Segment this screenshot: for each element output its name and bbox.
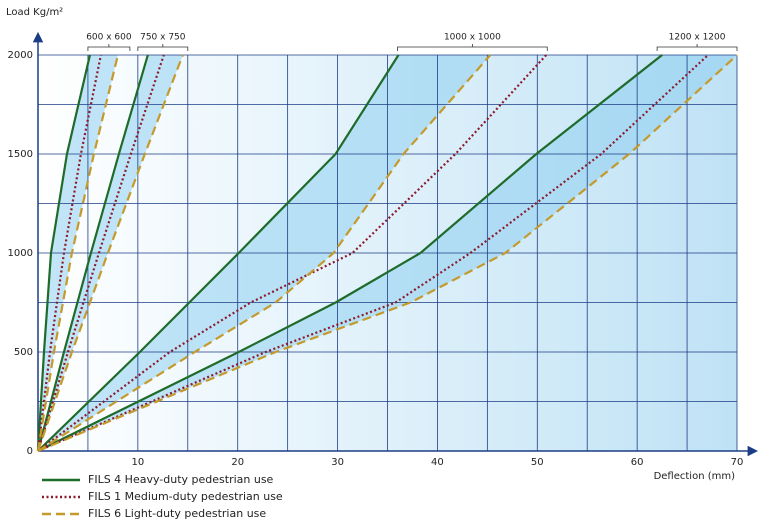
x-tick-label: 40 [431,457,444,468]
x-tick-label: 60 [631,457,644,468]
series-line [37,54,709,453]
bracket [397,44,548,51]
series-line [37,54,400,452]
series-line [37,54,663,452]
legend-label: FILS 4 Heavy-duty pedestrian use [88,473,274,486]
y-tick-label: 1000 [8,248,33,259]
y-tick-label: 0 [27,446,33,457]
group-label: 750 x 750 [140,33,186,43]
series-line [36,54,119,452]
x-tick-label: 50 [531,457,544,468]
series-line [36,54,91,452]
series-line [36,54,184,452]
x-tick-label: 70 [731,457,744,468]
series-line [37,54,492,452]
y-tick-label: 2000 [8,50,33,61]
series-line [36,54,102,452]
group-label: 1200 x 1200 [669,33,726,43]
legend-label: FILS 6 Light-duty pedestrian use [88,507,266,520]
y-tick-label: 500 [14,347,33,358]
series-line [37,54,738,453]
series-line [36,54,149,452]
bracket [656,44,738,51]
y-tick-label: 1500 [8,149,33,160]
x-tick-label: 10 [131,457,144,468]
x-tick-label: 20 [231,457,244,468]
series-line [36,54,165,452]
series-line [37,54,548,452]
x-axis-label: Deflection (mm) [654,471,736,482]
bracket [137,44,189,51]
legend-label: FILS 1 Medium-duty pedestrian use [88,490,283,503]
y-axis-label: Load Kg/m² [6,7,63,18]
group-label: 1000 x 1000 [444,33,501,43]
bracket [87,44,131,51]
group-label: 600 x 600 [86,33,132,43]
x-tick-label: 30 [331,457,344,468]
